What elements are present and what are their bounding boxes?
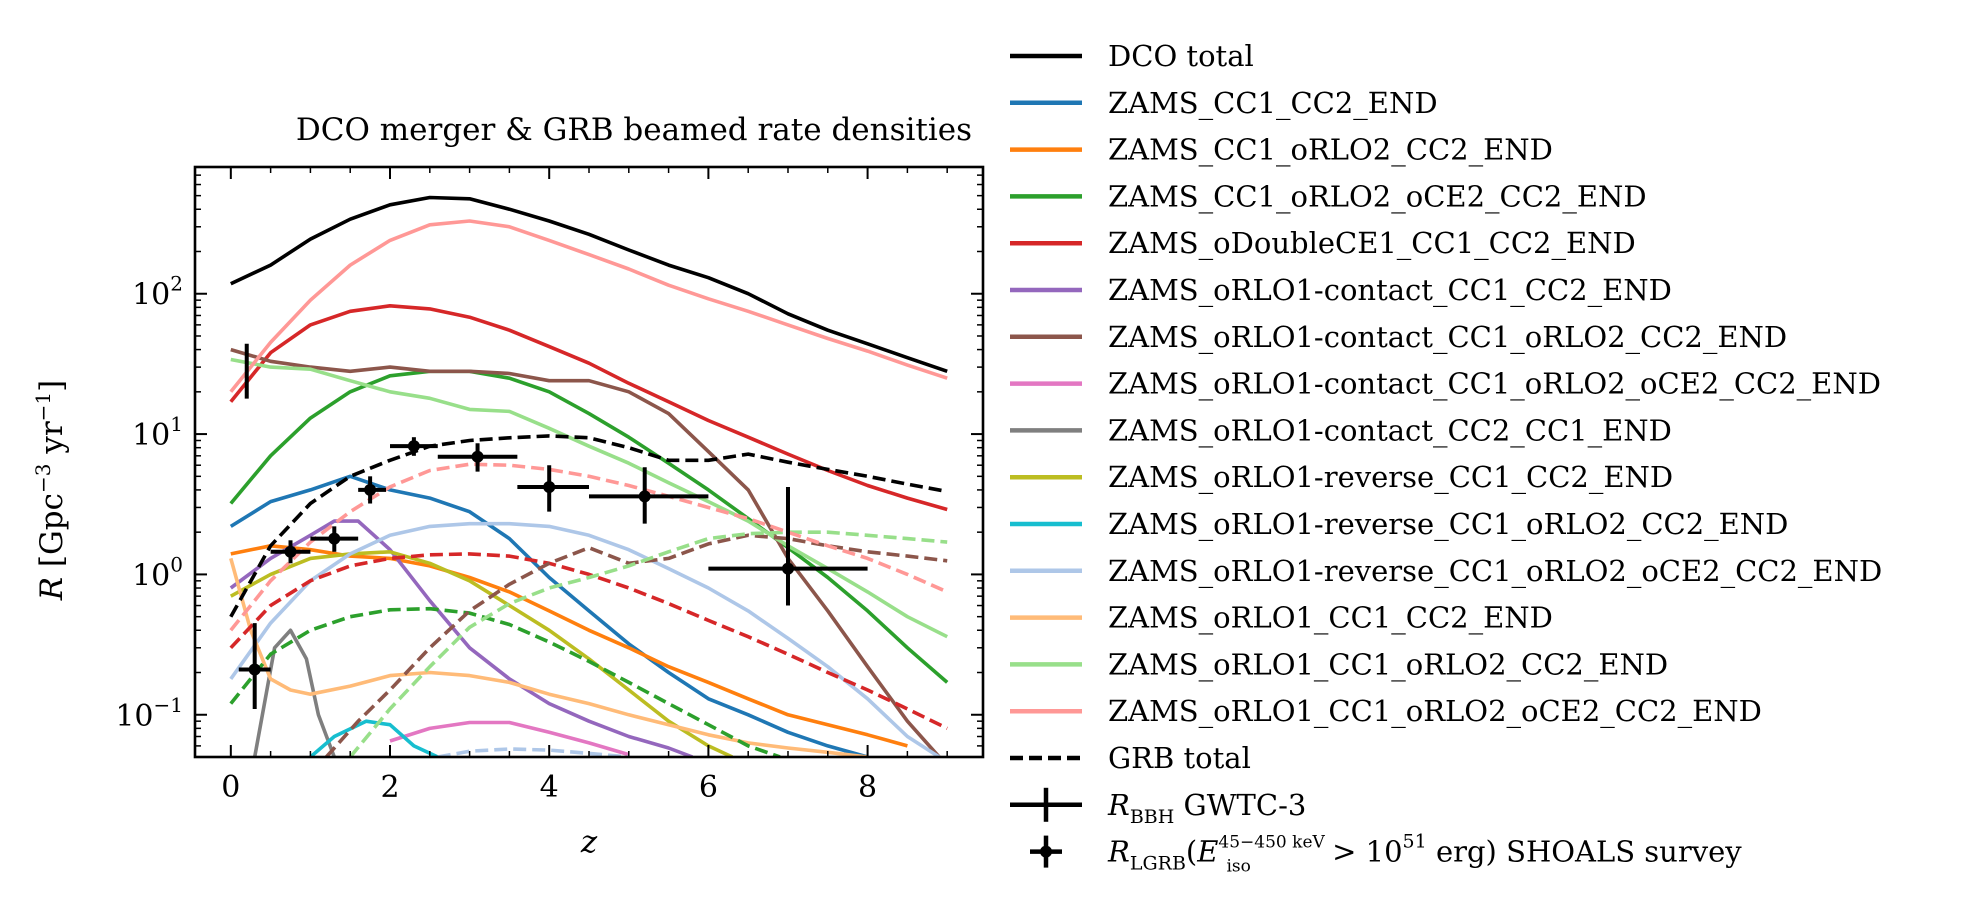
legend: DCO total ZAMS_CC1_CC2_END ZAMS_CC1_oRLO2_… (1010, 39, 1882, 877)
legend-item-dco-total: DCO total (1010, 39, 1254, 73)
lgrb-errorbar-1 (270, 540, 311, 564)
legend-label: ZAMS_oRLO1-contact_CC1_oRLO2_CC2_END (1108, 320, 1787, 355)
legend-item-zams-odoublece1-cc1-cc2-end: ZAMS_oDoubleCE1_CC1_CC2_END (1010, 226, 1636, 261)
errorbar-marker (248, 663, 261, 676)
series-line-grb-component-15 (229, 552, 948, 731)
series-line-grb-component-16 (229, 606, 781, 757)
legend-item-zams-orlo1-reverse-cc1-cc2-end: ZAMS_oRLO1-reverse_CC1_CC2_END (1010, 460, 1673, 495)
legend-label: ZAMS_oRLO1-contact_CC1_CC2_END (1108, 273, 1672, 308)
lgrb-errorbar-5 (437, 443, 518, 472)
series-line-zams-orlo1-reverse-cc1-cc2-end (229, 550, 734, 757)
x-tick-label: 6 (699, 770, 718, 805)
series-line-zams-orlo1-cc1-cc2-end (229, 557, 868, 757)
legend-item-zams-orlo1-reverse-cc1-orlo2-oce2-cc2-end: ZAMS_oRLO1-reverse_CC1_oRLO2_oCE2_CC2_EN… (1010, 554, 1882, 589)
x-axis-label: z (580, 824, 598, 860)
series-line-zams-orlo1-cc1-orlo2-oce2-cc2-end (229, 219, 948, 393)
lgrb-errorbar-6 (517, 465, 589, 512)
legend-item-zams-orlo1-cc1-orlo2-cc2-end: ZAMS_oRLO1_CC1_oRLO2_CC2_END (1010, 647, 1668, 682)
y-tick-label: 101 (132, 412, 183, 453)
legend-item-zams-orlo1-contact-cc1-orlo2-oce2-cc2-end: ZAMS_oRLO1-contact_CC1_oRLO2_oCE2_CC2_EN… (1010, 367, 1881, 402)
series-line-zams-orlo1-contact-cc1-orlo2-cc2-end (230, 347, 941, 757)
legend-label: ZAMS_CC1_CC2_END (1108, 86, 1438, 121)
series-line-zams-orlo1-reverse-cc1-orlo2-oce2-cc2-end (229, 521, 941, 757)
chart-title: DCO merger & GRB beamed rate densities (296, 112, 972, 148)
legend-label: RBBH GWTC-3 (1107, 788, 1306, 828)
series-line-grb-component-18 (348, 530, 948, 757)
legend-label: GRB total (1108, 741, 1251, 775)
series-line-zams-orlo1-contact-cc2-cc1-end (252, 628, 336, 757)
legend-label: ZAMS_oRLO1_CC1_oRLO2_oCE2_CC2_END (1108, 694, 1762, 729)
legend-item-zams-orlo1-reverse-cc1-orlo2-cc2-end: ZAMS_oRLO1-reverse_CC1_oRLO2_CC2_END (1010, 507, 1788, 542)
x-tick-label: 4 (540, 770, 559, 805)
y-tick-label: 100 (132, 552, 183, 593)
lgrb-errorbar-7 (589, 467, 709, 524)
legend-label: ZAMS_oRLO1_CC1_oRLO2_CC2_END (1108, 647, 1668, 682)
legend-item-zams-orlo1-cc1-cc2-end: ZAMS_oRLO1_CC1_CC2_END (1010, 601, 1553, 636)
legend-label: DCO total (1108, 39, 1254, 73)
legend-item-zams-cc1-orlo2-cc2-end: ZAMS_CC1_oRLO2_CC2_END (1010, 133, 1553, 168)
legend-item-zams-orlo1-contact-cc1-orlo2-cc2-end: ZAMS_oRLO1-contact_CC1_oRLO2_CC2_END (1010, 320, 1787, 355)
legend-label: ZAMS_oRLO1_CC1_CC2_END (1108, 601, 1553, 636)
legend-item-zams-orlo1-contact-cc1-cc2-end: ZAMS_oRLO1-contact_CC1_CC2_END (1010, 273, 1672, 308)
lgrb-errorbar-8 (708, 486, 868, 606)
series-line-zams-orlo1-contact-cc1-cc2-end (229, 519, 694, 757)
errorbar-marker (284, 545, 297, 558)
y-axis-label: R [Gpc−3 yr−1] (31, 380, 70, 602)
series-line-grb-total (229, 434, 948, 618)
legend-swatch-marker (1040, 845, 1052, 858)
x-tick-label: 2 (380, 770, 399, 805)
legend-label: ZAMS_oRLO1-reverse_CC1_CC2_END (1108, 460, 1673, 495)
errorbar-marker (471, 450, 484, 463)
legend-item-grb-total: GRB total (1010, 741, 1251, 775)
legend-item-r-bbh-gwtc-3: RBBH GWTC-3 (1010, 787, 1306, 828)
series-line-zams-orlo1-contact-cc1-orlo2-oce2-cc2-end (389, 720, 630, 757)
series-layer (229, 195, 949, 757)
legend-label: ZAMS_oRLO1-reverse_CC1_oRLO2_CC2_END (1108, 507, 1788, 542)
series-line-dco-total (230, 195, 948, 374)
series-line-zams-cc1-cc2-end (229, 474, 869, 757)
errorbar-marker (781, 562, 794, 575)
errorbar-marker (328, 532, 341, 545)
errorbar-marker (364, 483, 377, 496)
legend-item-zams-orlo1-cc1-orlo2-oce2-cc2-end: ZAMS_oRLO1_CC1_oRLO2_oCE2_CC2_END (1010, 694, 1762, 729)
legend-item-zams-cc1-cc2-end: ZAMS_CC1_CC2_END (1010, 86, 1438, 121)
series-line-grb-component-17 (324, 533, 948, 757)
legend-item-r-lgrb-e-iso-45-450-kev-10-51-erg-shoals-survey: RLGRB(E45−450 keV iso > 1051 erg) SHOALS … (1030, 831, 1742, 877)
legend-item-zams-orlo1-contact-cc2-cc1-end: ZAMS_oRLO1-contact_CC2_CC1_END (1010, 413, 1672, 448)
legend-label: ZAMS_oDoubleCE1_CC1_CC2_END (1108, 226, 1636, 261)
errorbar-marker (407, 440, 420, 453)
legend-label: ZAMS_oRLO1-contact_CC2_CC1_END (1108, 413, 1672, 448)
legend-label: ZAMS_oRLO1-contact_CC1_oRLO2_oCE2_CC2_EN… (1108, 367, 1881, 402)
lgrb-errorbar-2 (310, 526, 359, 552)
series-line-grb-component-19 (229, 462, 948, 632)
errorbar-layer (238, 343, 868, 709)
series-line-zams-cc1-orlo2-oce2-cc2-end (229, 369, 949, 684)
tick-layer: 0 2 4 6 8 10−1 100 101 102 (115, 166, 983, 805)
legend-label: RLGRB(E45−450 keV iso > 1051 erg) SHOALS … (1107, 831, 1742, 877)
lgrb-errorbar-4 (390, 437, 438, 456)
errorbar-marker (543, 480, 556, 493)
y-tick-label: 102 (132, 272, 183, 313)
lgrb-errorbar-3 (358, 476, 387, 504)
lgrb-errorbar-0 (238, 623, 271, 709)
series-line-grb-component-20 (437, 747, 629, 757)
x-tick-label: 0 (221, 770, 240, 805)
x-tick-label: 8 (858, 770, 877, 805)
legend-item-zams-cc1-orlo2-oce2-cc2-end: ZAMS_CC1_oRLO2_oCE2_CC2_END (1010, 179, 1647, 214)
legend-label: ZAMS_CC1_oRLO2_CC2_END (1108, 133, 1553, 168)
legend-label: ZAMS_CC1_oRLO2_oCE2_CC2_END (1108, 179, 1647, 214)
errorbar-marker (638, 490, 651, 503)
y-tick-label: 10−1 (115, 693, 183, 734)
legend-label: ZAMS_oRLO1-reverse_CC1_oRLO2_oCE2_CC2_EN… (1108, 554, 1882, 589)
